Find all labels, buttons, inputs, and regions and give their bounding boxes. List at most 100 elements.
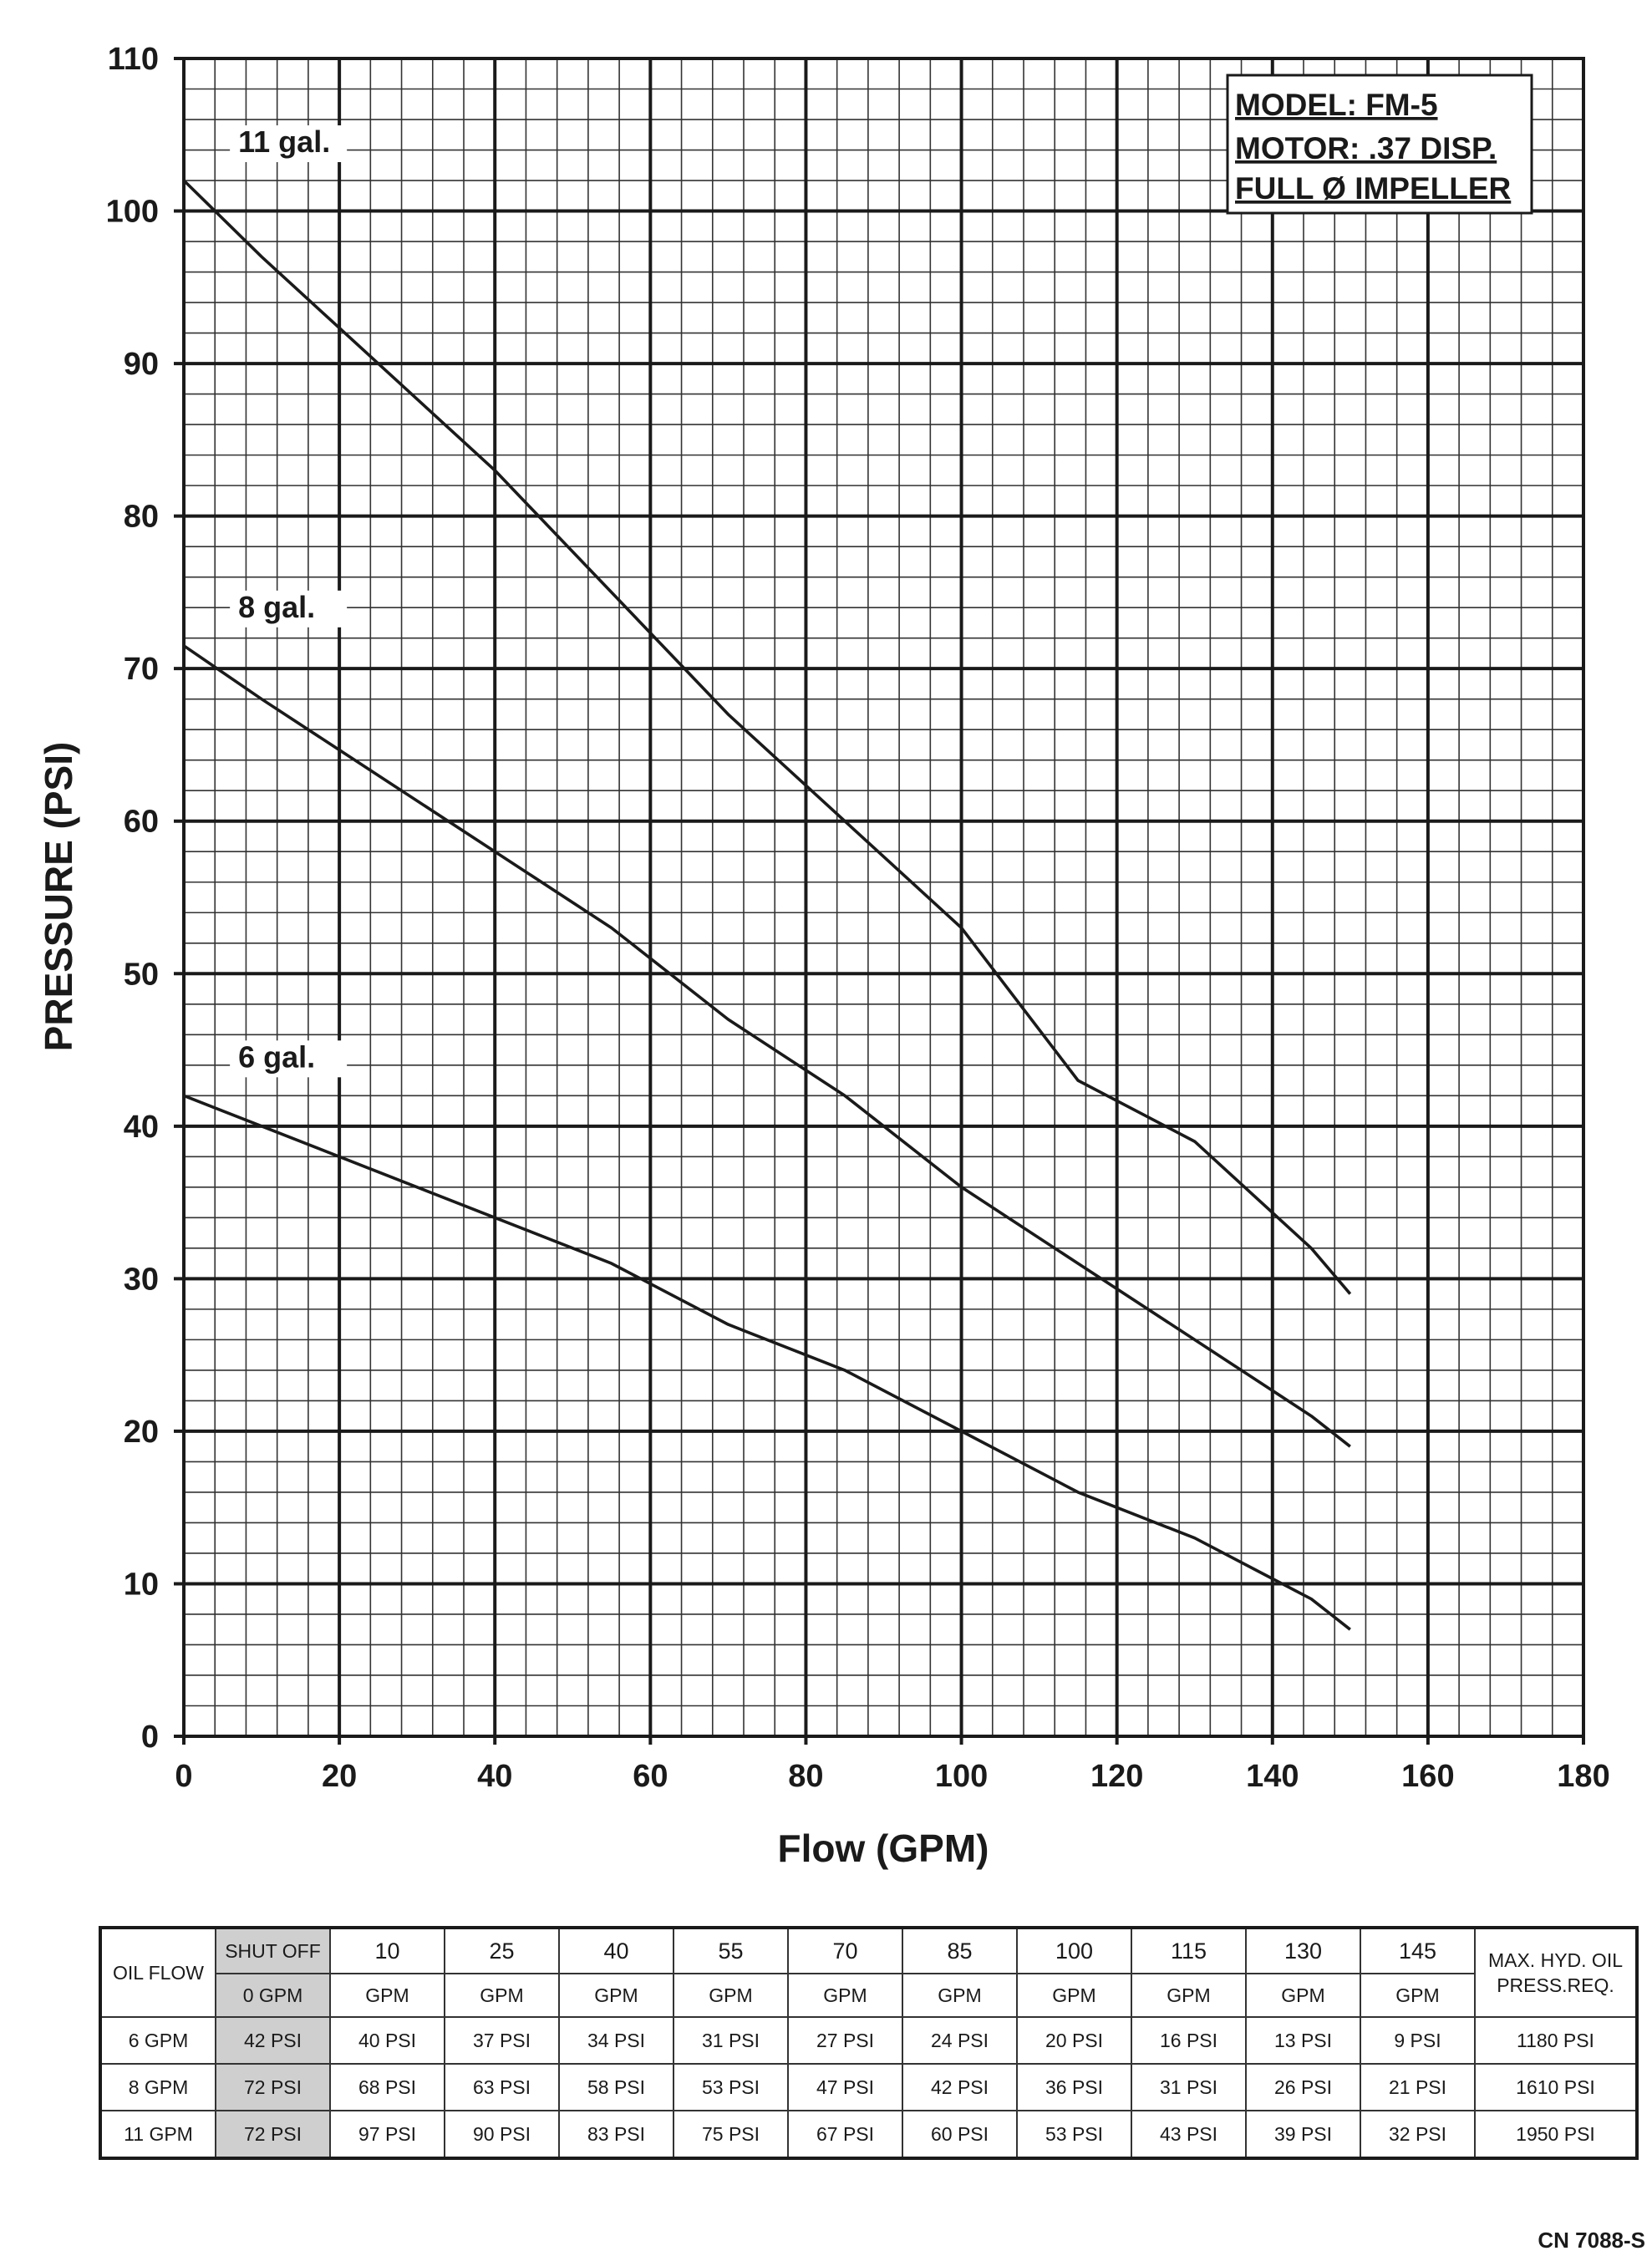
- motor-label: MOTOR: .37 DISP.: [1235, 131, 1497, 165]
- flow-unit: GPM: [902, 1973, 1018, 2018]
- pressure-cell: 68 PSI: [329, 2063, 445, 2111]
- performance-curve: [183, 1094, 1351, 1631]
- shutoff-cell: 72 PSI: [215, 2110, 331, 2159]
- max-pressure-cell: 1610 PSI: [1474, 2063, 1638, 2111]
- x-tick-label: 100: [935, 1759, 988, 1794]
- max-pressure-cell: 1950 PSI: [1474, 2110, 1638, 2159]
- pressure-cell: 20 PSI: [1016, 2016, 1132, 2065]
- x-tick-labels: 0 20 40 60 80 100 120 140 160 180: [175, 1759, 1609, 1794]
- x-tick-label: 160: [1401, 1759, 1454, 1794]
- y-tick-label: 40: [124, 1110, 159, 1145]
- curve-label-bg: [230, 125, 348, 163]
- flow-header: 40: [558, 1927, 674, 1974]
- document-code: CN 7088-S: [1538, 2228, 1645, 2253]
- pressure-cell: 47 PSI: [787, 2063, 903, 2111]
- flow-header: 100: [1016, 1927, 1132, 1974]
- pressure-cell: 63 PSI: [444, 2063, 560, 2111]
- y-tick-labels: 0 10 20 30 40 50 60 70 80 90 100 110: [106, 42, 159, 1755]
- x-tick-label: 20: [322, 1759, 357, 1794]
- pressure-cell: 34 PSI: [558, 2016, 674, 2065]
- x-axis-title: Flow (GPM): [778, 1827, 989, 1870]
- max-pressure-cell: 1180 PSI: [1474, 2016, 1638, 2065]
- pressure-cell: 21 PSI: [1360, 2063, 1476, 2111]
- x-tick-label: 80: [788, 1759, 823, 1794]
- x-tick-label: 180: [1557, 1759, 1609, 1794]
- pressure-cell: 9 PSI: [1360, 2016, 1476, 2065]
- curve-label: 11 gal.: [238, 124, 330, 159]
- row-label: 11 GPM: [99, 2110, 216, 2159]
- pressure-cell: 97 PSI: [329, 2110, 445, 2159]
- flow-header: 145: [1360, 1927, 1476, 1974]
- y-tick-label: 70: [124, 652, 159, 687]
- performance-curve: [182, 179, 1352, 1295]
- flow-header: 115: [1131, 1927, 1247, 1974]
- major-grid: [174, 57, 1585, 1745]
- curve-labels: 11 gal. 8 gal. 6 gal.: [230, 124, 348, 1078]
- pressure-cell: 32 PSI: [1360, 2110, 1476, 2159]
- flow-unit: GPM: [1016, 1973, 1132, 2018]
- pressure-cell: 27 PSI: [787, 2016, 903, 2065]
- pressure-cell: 53 PSI: [1016, 2110, 1132, 2159]
- curve-label-bg: [230, 1040, 348, 1078]
- y-tick-label: 100: [106, 195, 159, 230]
- flow-header: 25: [444, 1927, 560, 1974]
- flow-unit: GPM: [558, 1973, 674, 2018]
- shutoff-unit: 0 GPM: [215, 1973, 331, 2018]
- x-tick-label: 140: [1246, 1759, 1299, 1794]
- impeller-label: FULL Ø IMPELLER: [1235, 171, 1511, 206]
- pressure-cell: 40 PSI: [329, 2016, 445, 2065]
- flow-unit: GPM: [1131, 1973, 1247, 2018]
- pressure-cell: 31 PSI: [1131, 2063, 1247, 2111]
- x-tick-label: 40: [477, 1759, 512, 1794]
- x-tick-label: 120: [1090, 1759, 1143, 1794]
- y-tick-label: 50: [124, 957, 159, 992]
- table-row: 11 GPM 72 PSI 97 PSI 90 PSI 83 PSI 75 PS…: [99, 2110, 1638, 2159]
- pressure-cell: 58 PSI: [558, 2063, 674, 2111]
- shutoff-cell: 42 PSI: [215, 2016, 331, 2065]
- model-info-box: MODEL: FM-5 MOTOR: .37 DISP. FULL Ø IMPE…: [1226, 74, 1533, 215]
- pressure-cell: 39 PSI: [1245, 2110, 1361, 2159]
- oil-flow-header: OIL FLOW: [99, 1927, 216, 2018]
- performance-table: OIL FLOW SHUT OFF 10 25 40 55 70 85 100 …: [99, 1926, 1639, 2160]
- performance-curves: [182, 179, 1352, 1631]
- pressure-cell: 90 PSI: [444, 2110, 560, 2159]
- y-axis-title: PRESSURE (PSI): [37, 742, 80, 1052]
- row-label: 6 GPM: [99, 2016, 216, 2065]
- pressure-cell: 42 PSI: [902, 2063, 1018, 2111]
- pressure-cell: 75 PSI: [673, 2110, 789, 2159]
- plot-frame: [182, 57, 1585, 1738]
- flow-header: 130: [1245, 1927, 1361, 1974]
- minor-grid: [183, 58, 1584, 1737]
- pressure-cell: 24 PSI: [902, 2016, 1018, 2065]
- pressure-cell: 16 PSI: [1131, 2016, 1247, 2065]
- shutoff-cell: 72 PSI: [215, 2063, 331, 2111]
- flow-unit: GPM: [1360, 1973, 1476, 2018]
- y-tick-label: 80: [124, 500, 159, 535]
- y-tick-label: 90: [124, 347, 159, 382]
- flow-header: 70: [787, 1927, 903, 1974]
- y-tick-label: 30: [124, 1262, 159, 1297]
- flow-header: 55: [673, 1927, 789, 1974]
- pressure-cell: 83 PSI: [558, 2110, 674, 2159]
- pressure-cell: 37 PSI: [444, 2016, 560, 2065]
- pressure-cell: 36 PSI: [1016, 2063, 1132, 2111]
- flow-unit: GPM: [673, 1973, 789, 2018]
- pressure-cell: 26 PSI: [1245, 2063, 1361, 2111]
- flow-unit: GPM: [329, 1973, 445, 2018]
- performance-curve: [182, 644, 1351, 1448]
- table-row: 8 GPM 72 PSI 68 PSI 63 PSI 58 PSI 53 PSI…: [99, 2063, 1638, 2111]
- y-tick-label: 60: [124, 805, 159, 840]
- pressure-cell: 67 PSI: [787, 2110, 903, 2159]
- pressure-cell: 60 PSI: [902, 2110, 1018, 2159]
- row-label: 8 GPM: [99, 2063, 216, 2111]
- flow-unit: GPM: [1245, 1973, 1361, 2018]
- pump-performance-chart: 0 20 40 60 80 100 120 140 160 180 0 10 20 30 40 50 60 70…: [37, 42, 1610, 1870]
- curve-label-bg: [230, 590, 348, 628]
- max-pressure-header: MAX. HYD. OIL PRESS.REQ.: [1474, 1927, 1638, 2018]
- curve-label: 8 gal.: [238, 590, 315, 624]
- flow-header: 85: [902, 1927, 1018, 1974]
- flow-header: 10: [329, 1927, 445, 1974]
- flow-unit: GPM: [787, 1973, 903, 2018]
- y-tick-label: 10: [124, 1567, 159, 1602]
- flow-unit: GPM: [444, 1973, 560, 2018]
